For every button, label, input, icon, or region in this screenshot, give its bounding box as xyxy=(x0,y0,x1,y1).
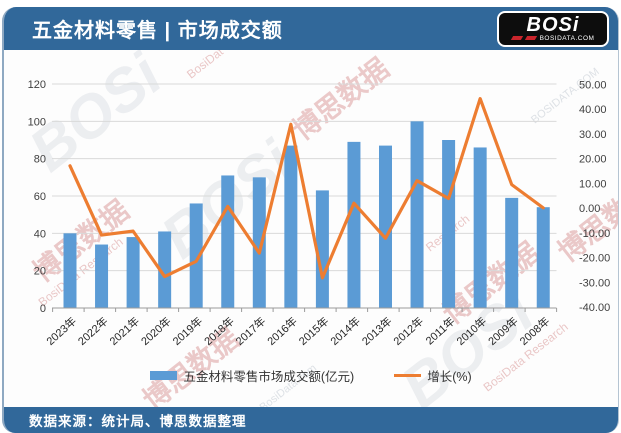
right-axis-label: -20.00 xyxy=(579,253,610,265)
x-axis-label: 2022年 xyxy=(75,314,111,348)
left-axis-label: 120 xyxy=(28,79,46,91)
bosi-logo-text: BOSi xyxy=(526,14,580,36)
right-axis-label: 10.00 xyxy=(579,178,607,190)
left-axis-label: 100 xyxy=(28,116,46,128)
x-axis-label: 2010年 xyxy=(453,314,489,348)
x-axis-label: 2016年 xyxy=(264,314,300,348)
bar-2014年 xyxy=(347,141,361,308)
bosi-logo-site: BOSIDATA.COM xyxy=(539,34,595,42)
right-axis-label: 0.00 xyxy=(579,203,600,215)
growth-line xyxy=(68,96,545,280)
x-axis-label: 2017年 xyxy=(233,314,269,348)
x-axis-label: 2012年 xyxy=(390,314,426,348)
bar-2016年 xyxy=(284,145,298,308)
legend-bars-label: 五金材料零售市场成交额(亿元) xyxy=(183,370,355,384)
footer-bar: 数据来源：统计局、博思数据整理 xyxy=(4,407,618,433)
x-axis-label: 2018年 xyxy=(201,314,237,348)
x-axis-label: 2013年 xyxy=(359,314,395,348)
x-axis-label: 2011年 xyxy=(422,314,457,348)
x-axis-label: 2014年 xyxy=(327,314,363,348)
right-axis-label: -30.00 xyxy=(579,277,610,289)
page-title: 五金材料零售 | 市场成交额 xyxy=(32,20,283,42)
x-axis-label: 2021年 xyxy=(106,314,142,348)
bar-line-chart: 120 100 80 60 40 20 0 50.00 40.00 30.00 20.00 10.00… xyxy=(28,79,611,348)
legend-line-label: 增长(%) xyxy=(427,370,472,384)
left-axis-label: 80 xyxy=(34,154,46,166)
bar-series-swatch-icon xyxy=(150,371,178,380)
legend-item-bars: 五金材料零售市场成交额(亿元) xyxy=(150,366,354,385)
bar-2018年 xyxy=(221,175,235,308)
right-axis-label: -40.00 xyxy=(579,302,610,314)
x-axis-label: 2019年 xyxy=(169,314,205,348)
x-axis-label: 2009年 xyxy=(485,314,521,348)
bar-2022年 xyxy=(95,244,109,308)
bar-2013年 xyxy=(379,145,392,308)
bar-2012年 xyxy=(410,121,424,308)
left-axis-label: 0 xyxy=(40,303,46,315)
bar-2020年 xyxy=(158,231,172,308)
left-axis-label: 40 xyxy=(34,228,46,240)
line-series-swatch-icon xyxy=(394,373,422,378)
bar-2017年 xyxy=(252,177,266,308)
logo-stripe-icon xyxy=(524,36,537,40)
left-axis-label: 20 xyxy=(34,266,46,278)
right-axis-label: 50.00 xyxy=(579,80,607,92)
x-axis-label: 2008年 xyxy=(517,314,553,348)
header-bar: 五金材料零售 | 市场成交额 BOSi BOSIDATA.COM xyxy=(4,7,618,50)
x-axis-label: 2015年 xyxy=(296,314,332,348)
bosi-logo-subrow: BOSIDATA.COM xyxy=(510,34,595,42)
right-axis-label: 30.00 xyxy=(579,129,607,141)
legend-item-line: 增长(%) xyxy=(394,366,472,385)
data-source-note: 数据来源：统计局、博思数据整理 xyxy=(29,414,247,429)
bar-2010年 xyxy=(473,147,487,308)
bar-2011年 xyxy=(442,140,456,308)
x-axis-label: 2023年 xyxy=(43,314,79,348)
chart-legend: 五金材料零售市场成交额(亿元) 增长(%) xyxy=(4,366,618,385)
bar-2019年 xyxy=(189,203,203,308)
bar-2009年 xyxy=(505,197,519,308)
bar-2021年 xyxy=(126,237,140,308)
report-card: 五金材料零售 | 市场成交额 BOSi BOSIDATA.COM 博思数据 博思数… xyxy=(2,7,619,433)
right-axis-label: -10.00 xyxy=(579,228,610,240)
bar-2023年 xyxy=(63,233,77,308)
right-axis-label: 40.00 xyxy=(579,104,607,116)
x-axis-label: 2020年 xyxy=(138,314,174,348)
bar-2008年 xyxy=(536,207,550,308)
logo-stripe-icon xyxy=(510,36,523,40)
bosi-logo: BOSi BOSIDATA.COM xyxy=(497,11,609,47)
left-axis-label: 60 xyxy=(34,191,46,203)
bar-2015年 xyxy=(315,190,329,308)
right-axis-label: 20.00 xyxy=(579,154,607,166)
